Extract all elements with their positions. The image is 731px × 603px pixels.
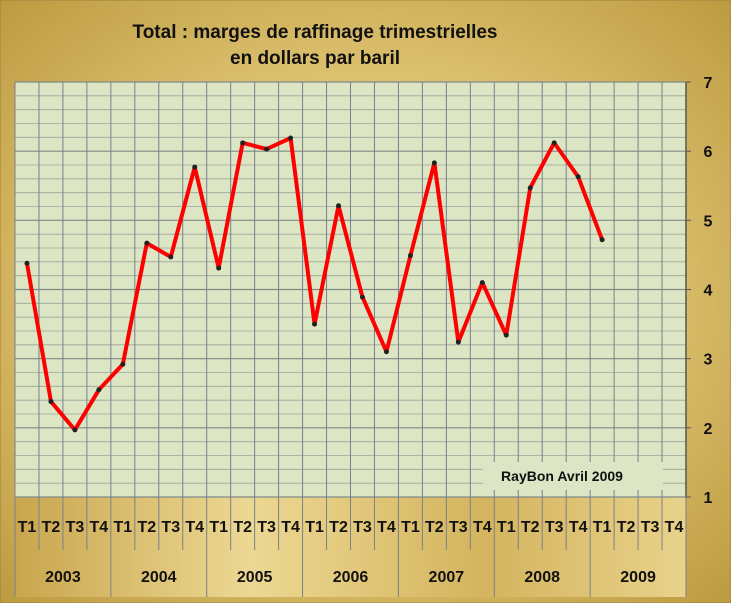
x-tick-label-quarter: T2	[425, 519, 444, 536]
x-tick-label-quarter: T1	[401, 519, 420, 536]
x-tick-label-year: 2007	[429, 569, 465, 586]
data-point	[192, 164, 198, 170]
x-tick-label-quarter: T2	[617, 519, 636, 536]
data-point	[407, 253, 413, 259]
x-tick-label-quarter: T4	[281, 519, 300, 536]
y-tick-label: 5	[704, 213, 713, 230]
x-tick-label-quarter: T1	[593, 519, 612, 536]
x-tick-label-quarter: T2	[42, 519, 61, 536]
x-tick-label-quarter: T1	[209, 519, 228, 536]
y-tick-label: 1	[704, 490, 713, 507]
x-tick-label-year: 2004	[141, 569, 177, 586]
x-tick-label-quarter: T4	[473, 519, 492, 536]
y-tick-label: 3	[704, 352, 713, 369]
x-tick-label-quarter: T4	[569, 519, 588, 536]
data-point	[551, 140, 557, 146]
data-point	[359, 294, 365, 300]
x-tick-label-quarter: T2	[233, 519, 252, 536]
x-tick-label-quarter: T4	[90, 519, 109, 536]
data-point	[599, 237, 605, 243]
annotation-box	[483, 462, 663, 490]
y-tick-label: 7	[704, 75, 713, 92]
x-tick-label-year: 2003	[45, 569, 81, 586]
data-point	[24, 260, 30, 266]
data-point	[383, 349, 389, 355]
x-tick-label-year: 2006	[333, 569, 369, 586]
data-point	[527, 185, 533, 191]
data-point	[168, 254, 174, 260]
data-point	[503, 332, 509, 338]
x-tick-label-quarter: T1	[497, 519, 516, 536]
data-point	[575, 174, 581, 180]
annotation-label: RayBon Avril 2009	[501, 468, 623, 484]
x-tick-label-year: 2005	[237, 569, 273, 586]
x-axis: T1 T2 T3 T4 T1 T2 T3 T4 T1 T2 T3 T4 T1 T2 T3 T4 T1 T2 T3 T4…	[18, 519, 684, 586]
x-tick-label-quarter: T1	[18, 519, 37, 536]
data-point	[455, 339, 461, 345]
x-tick-label-quarter: T2	[329, 519, 348, 536]
grid	[14, 81, 687, 597]
x-tick-label-quarter: T3	[353, 519, 372, 536]
x-tick-label-quarter: T3	[641, 519, 660, 536]
x-tick-label-year: 2009	[620, 569, 656, 586]
x-tick-label-year: 2008	[524, 569, 560, 586]
data-point	[240, 140, 246, 146]
x-tick-label-quarter: T2	[137, 519, 156, 536]
x-tick-label-quarter: T3	[161, 519, 180, 536]
chart-title-line2: en dollars par baril	[230, 48, 400, 69]
x-tick-label-quarter: T3	[257, 519, 276, 536]
data-point	[72, 427, 78, 433]
x-tick-label-quarter: T2	[521, 519, 540, 536]
x-tick-label-quarter: T3	[66, 519, 85, 536]
data-point	[48, 399, 54, 405]
x-tick-label-quarter: T4	[665, 519, 684, 536]
data-point	[479, 280, 485, 286]
chart-title-line1: Total : marges de raffinage trimestriell…	[133, 22, 498, 43]
data-point	[120, 361, 126, 367]
data-point	[264, 146, 270, 152]
series-total	[24, 135, 605, 433]
data-point	[431, 160, 437, 166]
y-tick-label: 4	[704, 283, 713, 300]
data-point	[144, 240, 150, 246]
y-tick-label: 6	[704, 144, 713, 161]
x-tick-label-quarter: T4	[185, 519, 204, 536]
y-tick-label: 2	[704, 421, 713, 438]
x-tick-label-quarter: T4	[377, 519, 396, 536]
data-point	[216, 265, 222, 271]
x-tick-label-quarter: T3	[449, 519, 468, 536]
data-point	[312, 321, 318, 327]
x-tick-label-quarter: T3	[545, 519, 564, 536]
data-point	[288, 135, 294, 141]
x-tick-label-quarter: T1	[114, 519, 133, 536]
data-point	[336, 203, 342, 209]
y-axis: 1 2 3 4 5 6 7	[686, 75, 713, 507]
data-point	[96, 387, 102, 393]
x-tick-label-quarter: T1	[305, 519, 324, 536]
